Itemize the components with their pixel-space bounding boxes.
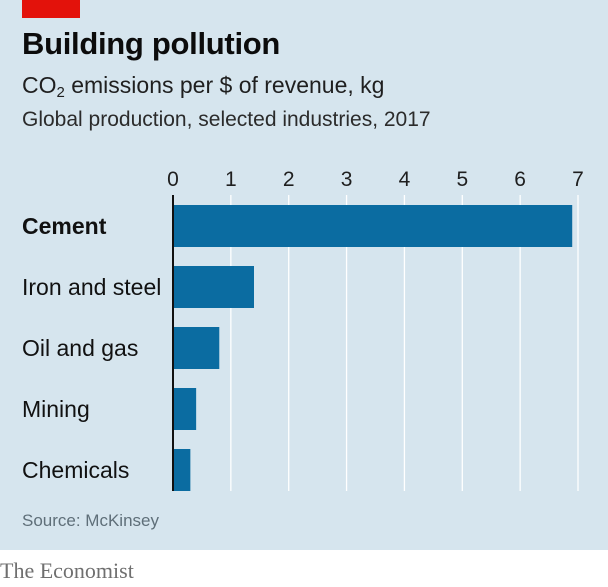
subtitle-rest: emissions per $ of revenue, kg — [64, 72, 385, 98]
chart-subtitle-secondary: Global production, selected industries, … — [22, 108, 431, 131]
x-tick-label: 6 — [514, 168, 526, 191]
bar — [173, 449, 191, 491]
x-tick-label: 1 — [225, 168, 237, 191]
chart-panel — [0, 0, 608, 550]
brand-red-tag — [22, 0, 80, 18]
category-label: Mining — [22, 396, 90, 422]
chart-subtitle: CO2 emissions per $ of revenue, kg — [22, 72, 384, 101]
subtitle-subscript: 2 — [56, 84, 65, 101]
x-tick-label: 4 — [399, 168, 411, 191]
publisher-brand: The Economist — [0, 558, 134, 583]
x-tick-label: 0 — [167, 168, 179, 191]
subtitle-main: CO — [22, 72, 57, 98]
bar — [173, 266, 254, 308]
category-label: Oil and gas — [22, 335, 138, 361]
x-tick-label: 7 — [572, 168, 584, 191]
x-tick-label: 5 — [456, 168, 468, 191]
category-label: Cement — [22, 213, 107, 239]
x-tick-label: 3 — [341, 168, 353, 191]
bar — [173, 205, 573, 247]
bar-chart: 0 1 2 3 4 5 6 7 Cement Iron and steel Oil and gas M… — [22, 168, 584, 491]
bar — [173, 388, 197, 430]
source-note: Source: McKinsey — [22, 511, 159, 530]
category-label: Iron and steel — [22, 274, 161, 300]
x-tick-label: 2 — [283, 168, 295, 191]
chart-title: Building pollution — [22, 26, 281, 61]
category-label: Chemicals — [22, 457, 129, 483]
bar — [173, 327, 220, 369]
